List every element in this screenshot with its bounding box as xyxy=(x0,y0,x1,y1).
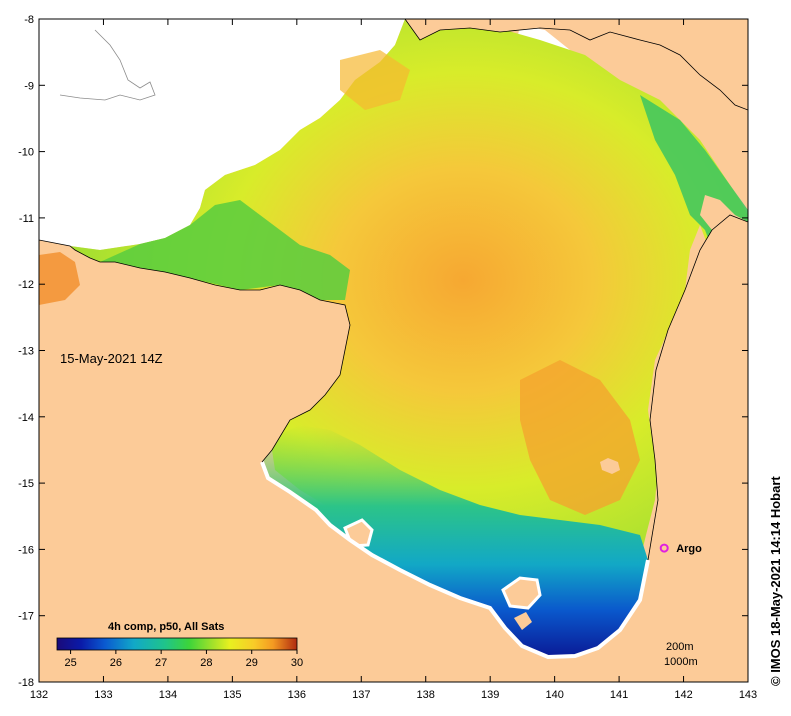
x-tick-label: 137 xyxy=(352,689,370,701)
ocean-sst-warm-north xyxy=(340,50,410,110)
y-tick-label: -11 xyxy=(19,213,34,225)
argo-label: Argo xyxy=(676,543,702,555)
isobath-shallow-label: 200m xyxy=(666,641,694,653)
y-tick-label: -8 xyxy=(24,14,34,26)
x-tick-label: 134 xyxy=(159,689,177,701)
colorbar-tick-label: 26 xyxy=(110,657,122,669)
colorbar-gradient xyxy=(56,637,298,651)
x-tick-label: 141 xyxy=(610,689,628,701)
distant-coastline xyxy=(59,29,156,101)
argo-marker[interactable]: Argo xyxy=(659,543,702,555)
y-tick-label: -13 xyxy=(18,346,34,358)
y-tick-label: -17 xyxy=(18,611,34,623)
colorbar-ticks: 25 26 27 28 29 30 xyxy=(64,650,303,669)
y-tick-label: -18 xyxy=(18,677,34,689)
x-tick-label: 135 xyxy=(223,689,241,701)
coastline xyxy=(404,19,748,111)
y-axis: -8 -9 -10 -11 -12 -13 -14 -15 -16 -17 -18 xyxy=(18,14,748,689)
x-tick-label: 142 xyxy=(674,689,692,701)
x-tick-label: 139 xyxy=(481,689,499,701)
colorbar-tick-label: 29 xyxy=(246,657,258,669)
land-wessel xyxy=(39,252,80,305)
land-island-groote xyxy=(600,458,620,474)
colorbar-tick-label: 25 xyxy=(64,657,76,669)
land-cape-york-east xyxy=(700,195,748,290)
land-arnhem xyxy=(39,215,748,682)
credit-label: © IMOS 18-May-2021 14:14 Hobart xyxy=(768,476,783,686)
y-tick-label: -16 xyxy=(18,544,34,556)
colorbar-tick-label: 30 xyxy=(291,657,303,669)
colorbar-tick-label: 28 xyxy=(200,657,212,669)
x-tick-label: 138 xyxy=(417,689,435,701)
coastline xyxy=(647,214,748,561)
isobath-deep-label: 1000m xyxy=(664,656,698,668)
land-island-wellesley xyxy=(514,612,532,630)
ocean-sst-warm-core xyxy=(520,360,640,515)
y-tick-label: -15 xyxy=(18,478,34,490)
land-island-wellesley xyxy=(501,576,542,610)
colorbar-title: 4h comp, p50, All Sats xyxy=(108,621,224,633)
x-tick-label: 133 xyxy=(94,689,112,701)
y-tick-label: -9 xyxy=(24,80,34,92)
x-tick-label: 132 xyxy=(30,689,48,701)
x-tick-label: 143 xyxy=(739,689,757,701)
land-cape-york xyxy=(405,19,748,110)
ocean-sst-green-west xyxy=(100,200,350,300)
timestamp-label: 15-May-2021 14Z xyxy=(60,351,163,366)
colorbar-tick-label: 27 xyxy=(155,657,167,669)
argo-float-icon xyxy=(659,543,669,553)
x-tick-label: 140 xyxy=(545,689,563,701)
no-data-region xyxy=(39,19,405,250)
y-tick-label: -10 xyxy=(18,147,34,159)
coastal-fringe xyxy=(260,461,650,660)
ocean-sst-cool-band xyxy=(262,425,648,657)
coastline xyxy=(39,239,351,463)
y-tick-label: -12 xyxy=(18,279,34,291)
x-axis: 132 133 134 135 136 137 138 139 140 141 142 143 xyxy=(30,19,757,701)
y-tick-label: -14 xyxy=(18,412,34,424)
x-tick-label: 136 xyxy=(288,689,306,701)
sst-colorbar: 4h comp, p50, All Sats 25 26 27 28 29 30 xyxy=(56,621,303,669)
